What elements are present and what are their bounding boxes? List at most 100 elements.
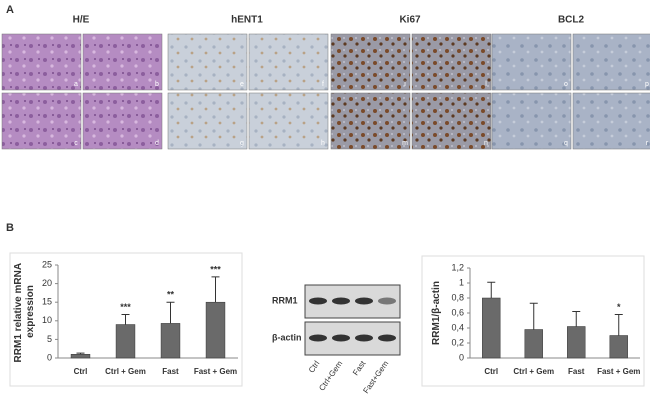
- blot-band: [378, 297, 396, 305]
- micrograph-panel: H/E a b c d hENT1 e f g h Ki67 i l m n BCL2 o p q r: [1, 15, 650, 150]
- micrograph: [411, 92, 492, 150]
- y-tick-label: 1: [459, 277, 464, 287]
- image-letter: p: [645, 81, 649, 88]
- micrograph: [491, 33, 572, 91]
- blot-band: [309, 297, 327, 305]
- y-axis-label: RRM1/β-actin: [431, 281, 442, 345]
- y-tick-label: 1,2: [451, 262, 464, 272]
- y-tick-label: 0,6: [451, 307, 464, 317]
- error-bar: [76, 352, 85, 355]
- micrograph: [572, 33, 650, 91]
- y-tick-label: 5: [47, 334, 52, 344]
- image-letter: i: [404, 81, 406, 88]
- image-letter: h: [321, 140, 325, 147]
- micrograph: [411, 33, 492, 91]
- image-letter: o: [564, 81, 568, 88]
- y-tick-label: 0,2: [451, 337, 464, 347]
- y-tick-label: 25: [42, 259, 52, 269]
- blot-lane-label: Fast: [351, 359, 368, 378]
- y-tick-label: 0: [47, 352, 52, 362]
- blot-band: [355, 334, 373, 342]
- blot-band: [332, 297, 350, 305]
- micrograph: [167, 92, 248, 150]
- image-letter: g: [240, 140, 244, 147]
- x-tick-label: Fast: [162, 367, 179, 376]
- error-bar: [166, 301, 175, 324]
- y-axis-label: RRM1 relative mRNA expression: [13, 261, 36, 363]
- micrograph: [167, 33, 248, 91]
- image-letter: q: [564, 140, 568, 147]
- blot-band: [378, 334, 396, 342]
- image-letter: b: [155, 81, 159, 88]
- micrograph: [1, 92, 82, 150]
- blot-row-label: β-actin: [272, 332, 302, 342]
- bar: [160, 323, 181, 359]
- y-tick-label: 10: [42, 315, 52, 325]
- blot-band: [355, 297, 373, 305]
- blot-lane-label: Ctrl+Gem: [317, 359, 344, 393]
- micrograph: [491, 92, 572, 150]
- bar: [609, 335, 628, 359]
- image-letter: m: [402, 140, 408, 147]
- x-tick-label: Fast: [568, 367, 585, 376]
- micrograph: [330, 92, 411, 150]
- image-letter: c: [74, 140, 78, 147]
- group-title: hENT1: [231, 15, 263, 26]
- y-tick-label: 20: [42, 278, 52, 288]
- micrograph: [330, 33, 411, 91]
- error-bar: [121, 313, 130, 325]
- micrograph: [1, 33, 82, 91]
- bar: [115, 324, 136, 359]
- image-letter: e: [240, 81, 244, 88]
- chart-frame: [421, 255, 645, 387]
- y-tick-label: 0,8: [451, 292, 464, 302]
- error-bar: [211, 276, 220, 303]
- group-title: H/E: [73, 15, 90, 26]
- group-title: Ki67: [399, 15, 421, 26]
- significance: ***: [210, 264, 221, 274]
- image-letter: d: [155, 140, 159, 147]
- panel-label: B: [6, 222, 14, 234]
- blot-band: [309, 334, 327, 342]
- x-tick-label: Ctrl + Gem: [513, 367, 554, 376]
- image-letter: l: [485, 81, 487, 88]
- micrograph: [248, 92, 329, 150]
- y-tick-label: 0: [459, 352, 464, 362]
- error-bar: [487, 281, 496, 298]
- blot-row-label: RRM1: [272, 295, 298, 305]
- x-tick-label: Fast + Gem: [597, 367, 640, 376]
- bar: [567, 326, 586, 359]
- bar: [70, 354, 91, 359]
- bar: [524, 329, 543, 359]
- chart-frame: [9, 252, 243, 387]
- error-bar: [614, 314, 623, 336]
- x-tick-label: Ctrl: [484, 367, 498, 376]
- x-tick-label: Ctrl + Gem: [105, 367, 146, 376]
- error-bar: [529, 302, 538, 330]
- image-letter: n: [484, 140, 488, 147]
- x-tick-label: Ctrl: [74, 367, 88, 376]
- bar: [482, 297, 501, 359]
- blot-band: [332, 334, 350, 342]
- panel-label: A: [6, 4, 14, 16]
- significance: ***: [120, 302, 131, 312]
- blot-lane-label: Ctrl: [307, 359, 322, 375]
- micrograph: [82, 92, 163, 150]
- micrograph: [248, 33, 329, 91]
- significance: *: [617, 302, 621, 312]
- significance: **: [167, 290, 175, 300]
- y-tick-label: 0,4: [451, 322, 464, 332]
- group-title: BCL2: [558, 15, 585, 26]
- error-bar: [572, 311, 581, 327]
- y-tick-label: 15: [42, 297, 52, 307]
- micrograph: [572, 92, 650, 150]
- image-letter: f: [322, 81, 324, 88]
- image-letter: a: [74, 81, 78, 88]
- x-tick-label: Fast + Gem: [194, 367, 237, 376]
- image-letter: r: [646, 140, 649, 147]
- micrograph: [82, 33, 163, 91]
- bar: [205, 301, 226, 359]
